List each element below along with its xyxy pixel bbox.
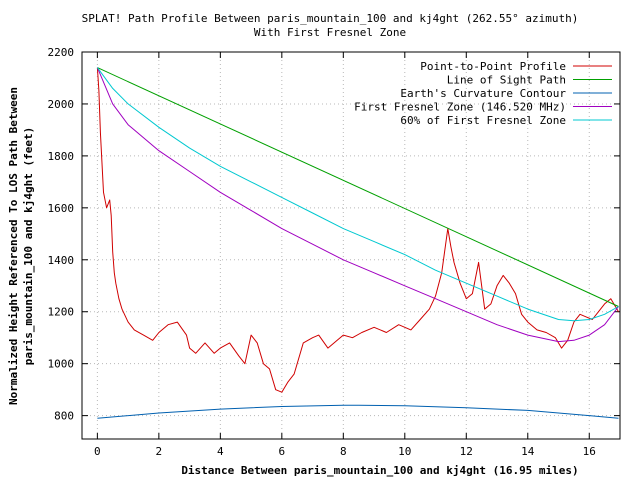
legend-label: Point-to-Point Profile — [420, 60, 566, 73]
x-tick-label: 14 — [521, 445, 535, 458]
y-axis-ticks: 800 1000 1200 1400 1600 1800 2000 2200 — [48, 46, 620, 423]
series-line-0 — [96, 67, 619, 393]
legend-label: First Fresnel Zone (146.520 MHz) — [354, 101, 566, 114]
y-tick-label: 1400 — [48, 254, 75, 267]
chart-title-line2: With First Fresnel Zone — [254, 26, 406, 39]
x-tick-label: 6 — [279, 445, 286, 458]
x-tick-label: 4 — [217, 445, 224, 458]
x-axis-ticks: 0 2 4 6 8 10 12 14 16 — [94, 52, 596, 458]
x-axis-label: Distance Between paris_mountain_100 and … — [181, 464, 578, 477]
series-line-4 — [96, 67, 619, 322]
y-tick-label: 1200 — [48, 306, 75, 319]
plot-frame — [81, 51, 621, 440]
y-tick-label: 1800 — [48, 150, 75, 163]
legend-label: 60% of First Fresnel Zone — [400, 114, 566, 127]
y-tick-label: 2000 — [48, 98, 75, 111]
y-tick-label: 1000 — [48, 358, 75, 371]
chart-title-line1: SPLAT! Path Profile Between paris_mounta… — [82, 12, 579, 25]
x-tick-label: 16 — [583, 445, 596, 458]
y-tick-label: 1600 — [48, 202, 75, 215]
x-tick-label: 0 — [94, 445, 101, 458]
x-tick-label: 2 — [156, 445, 163, 458]
x-tick-label: 12 — [460, 445, 473, 458]
y-tick-label: 2200 — [48, 46, 75, 59]
series-line-2 — [97, 404, 619, 419]
series-line-1 — [97, 67, 619, 307]
data-series — [96, 67, 619, 419]
legend-label: Line of Sight Path — [447, 74, 566, 87]
legend-label: Earth's Curvature Contour — [400, 87, 566, 100]
y-tick-label: 800 — [54, 410, 74, 423]
y-axis-label-line1: Normalized Height Referenced To LOS Path… — [7, 87, 20, 405]
x-tick-label: 8 — [340, 445, 347, 458]
y-axis-label-line2: paris_mountain_100 and kj4ght (feet) — [22, 127, 35, 365]
x-tick-label: 10 — [398, 445, 411, 458]
series-line-3 — [96, 67, 619, 343]
